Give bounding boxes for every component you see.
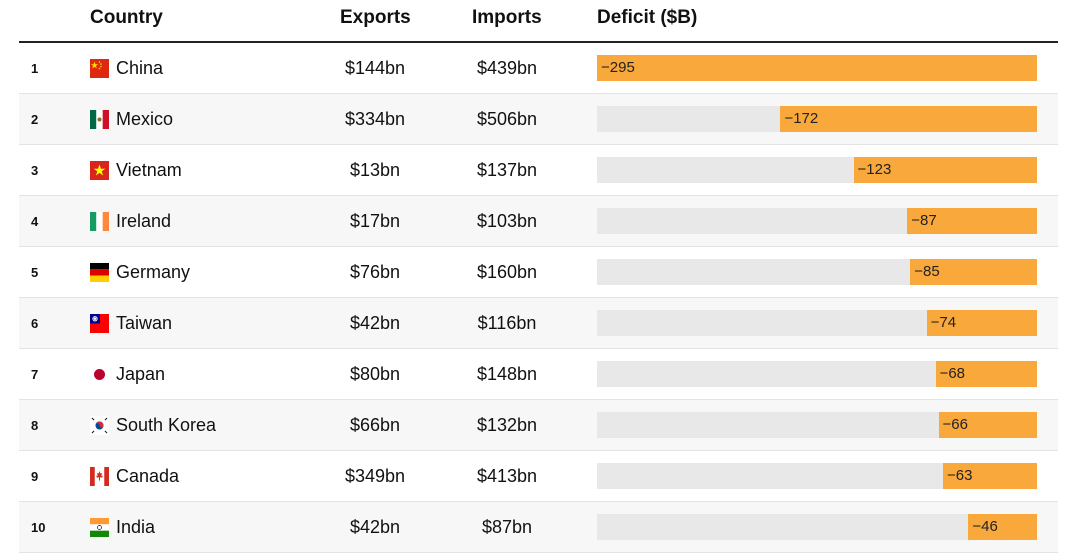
header-country: Country [90,7,163,28]
imports-value: $87bn [481,517,533,537]
country-name: Canada [116,466,180,486]
rank-label: 10 [31,520,46,535]
deficit-bar [910,259,1037,285]
china-flag-icon [90,59,109,78]
table-row: 9 Canada $349bn $413bn −63 [19,451,1058,502]
deficit-label: −87 [911,212,937,229]
table-row: 5 Germany $76bn $160bn −85 [19,247,1058,298]
deficit-bar [926,310,1037,336]
germany-flag-icon [90,263,109,282]
exports-value: $42bn [349,313,401,333]
deficit-bar-track: −87 [597,208,1037,234]
deficit-bar [938,412,1037,438]
deficit-bar [907,208,1037,234]
country-name: Taiwan [116,313,173,333]
header-imports: Imports [472,7,542,28]
deficit-bar-track: −46 [597,514,1037,540]
rank-label: 5 [31,265,39,280]
exports-value: $42bn [349,517,401,537]
country-name: China [116,58,164,78]
deficit-bar [853,157,1037,183]
deficit-label: −66 [942,416,968,433]
imports-value: $439bn [476,58,538,78]
deficit-label: −172 [784,110,819,127]
deficit-label: −123 [857,161,892,178]
imports-value: $413bn [476,466,538,486]
country-name: India [116,517,156,537]
country-name: Vietnam [116,160,182,180]
deficit-bar-track: −66 [597,412,1037,438]
india-flag-icon [90,518,109,537]
rank-label: 6 [31,316,39,331]
japan-flag-icon [90,365,109,384]
country-name: Germany [116,262,191,282]
imports-value: $116bn [477,313,537,333]
imports-value: $137bn [476,160,538,180]
deficit-bar-track: −85 [597,259,1037,285]
deficit-bar [780,106,1037,132]
rank-label: 1 [31,61,39,76]
rank-label: 4 [31,214,39,229]
exports-value: $349bn [344,466,406,486]
table-row: 1 China $144bn $439bn −295 [19,43,1058,94]
deficit-label: −74 [930,314,957,331]
deficit-bar [935,361,1037,387]
header-divider [19,41,1058,43]
imports-value: $103bn [476,211,538,231]
exports-value: $144bn [344,58,406,78]
mexico-flag-icon [90,110,109,129]
rank-label: 7 [31,367,39,382]
table-row: 7 Japan $80bn $148bn −68 [19,349,1058,400]
deficit-label: −85 [914,263,940,280]
deficit-bar [943,463,1037,489]
deficit-bar [597,55,1037,81]
deficit-bar-track: −295 [597,55,1037,81]
exports-value: $80bn [349,364,401,384]
ireland-flag-icon [90,212,109,231]
table-row: 4 Ireland $17bn $103bn −87 [19,196,1058,247]
canada-flag-icon [90,467,109,486]
table-row: 3 Vietnam $13bn $137bn −123 [19,145,1058,196]
deficit-label: −295 [601,59,635,76]
country-name: South Korea [116,415,217,435]
rank-label: 3 [31,163,39,178]
south-korea-flag-icon [90,416,109,435]
table-row: 8 South Korea $66bn $132bn −66 [19,400,1058,451]
vietnam-flag-icon [90,161,109,180]
imports-value: $132bn [476,415,538,435]
deficit-label: −68 [939,365,966,382]
taiwan-flag-icon [90,314,109,333]
rank-label: 9 [31,469,39,484]
table-row: 2 Mexico $334bn $506bn −172 [19,94,1058,145]
deficit-bar-track: −68 [597,361,1037,387]
exports-value: $76bn [349,262,401,282]
country-name: Ireland [116,211,172,231]
imports-value: $148bn [476,364,538,384]
table-row: 6 Taiwan $42bn $116bn −74 [19,298,1058,349]
deficit-label: −63 [947,467,973,484]
deficit-bar-track: −74 [597,310,1037,336]
header-deficit: Deficit ($B) [597,7,698,28]
exports-value: $13bn [349,160,401,180]
country-name: Japan [116,364,166,384]
deficit-label: −46 [972,518,998,535]
deficit-bar [968,514,1037,540]
deficit-bar-track: −63 [597,463,1037,489]
table-header: Country Exports Imports Deficit ($B) [0,0,1065,42]
deficit-bar-track: −123 [597,157,1037,183]
header-exports: Exports [340,7,411,28]
rank-label: 2 [31,112,39,127]
rank-label: 8 [31,418,39,433]
imports-value: $506bn [476,109,538,129]
exports-value: $66bn [349,415,401,435]
exports-value: $334bn [344,109,406,129]
deficit-bar-track: −172 [597,106,1037,132]
country-name: Mexico [116,109,174,129]
imports-value: $160bn [476,262,538,282]
exports-value: $17bn [349,211,401,231]
table-row: 10 India $42bn $87bn −46 [19,502,1058,553]
